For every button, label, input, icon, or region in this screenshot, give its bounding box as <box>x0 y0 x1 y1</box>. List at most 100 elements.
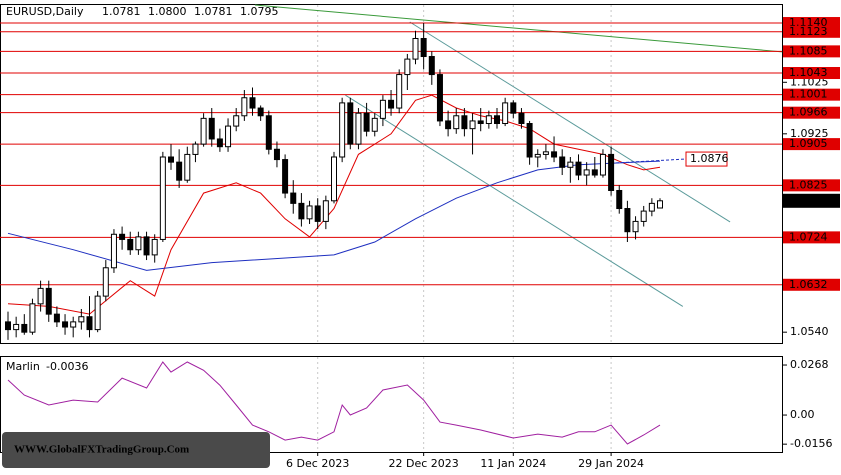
candle-body <box>347 102 354 145</box>
candle-body <box>168 156 174 163</box>
main-panel <box>0 4 783 344</box>
candle-body <box>461 115 468 130</box>
candle-body <box>110 233 117 269</box>
candle-body <box>404 58 411 76</box>
candle-body <box>94 295 101 331</box>
candle-body <box>412 37 419 60</box>
candle-body <box>599 153 606 176</box>
level-box <box>783 278 840 291</box>
candle-body <box>477 120 484 125</box>
level-label: 1.1043 <box>789 66 828 79</box>
level-box <box>783 25 840 38</box>
candle-body <box>143 236 150 256</box>
candle-body <box>640 210 647 222</box>
level-label: 1.0632 <box>789 278 828 291</box>
candle-body <box>13 323 20 331</box>
candle-body <box>135 236 142 251</box>
candle-body <box>542 151 549 155</box>
candle-body <box>241 97 248 117</box>
level-box <box>783 179 840 192</box>
current-price-box <box>783 193 840 208</box>
level-label: 1.1001 <box>789 88 828 101</box>
symbol: EURUSD,Daily <box>6 5 84 18</box>
candle-body <box>339 102 346 158</box>
candle-body <box>29 303 36 333</box>
x-tick-label: 6 Dec 2023 <box>286 457 349 470</box>
candle-body <box>388 99 395 109</box>
candle-body <box>485 115 492 125</box>
candle-body <box>78 316 85 323</box>
candle-body <box>151 238 158 256</box>
candle-body <box>53 313 60 323</box>
candle-body <box>314 205 321 222</box>
candle-body <box>119 233 126 240</box>
trend-line <box>409 21 731 223</box>
candle-body <box>355 112 362 145</box>
indicator-line <box>7 361 661 445</box>
indicator-tick-label: 0.00 <box>790 408 815 421</box>
level-box <box>783 231 840 244</box>
candle-body <box>127 238 134 251</box>
candle-body <box>534 153 541 158</box>
header-price: 1.0781 <box>194 5 233 18</box>
candle-body <box>257 107 264 117</box>
candle-body <box>624 208 631 233</box>
candle-body <box>159 156 166 240</box>
candle-body <box>176 161 183 181</box>
moving-average <box>7 94 661 315</box>
candle-body <box>494 115 500 125</box>
indicator-last: -0.0036 <box>46 360 88 373</box>
indicator-tick-label: -0.0156 <box>790 437 832 450</box>
candle-body <box>37 287 44 305</box>
y-tick-label: 1.0925 <box>790 127 829 140</box>
indicator-tick-label: 0.0268 <box>790 358 829 371</box>
header-price: 1.0800 <box>148 5 187 18</box>
candle-body <box>428 56 435 76</box>
candle-body <box>216 138 223 148</box>
candle-body <box>591 169 598 176</box>
candle-body <box>233 115 240 127</box>
candle-body <box>200 117 207 145</box>
candle-body <box>102 267 109 297</box>
level-box <box>783 106 840 119</box>
x-tick-label: 11 Jan 2024 <box>480 457 546 470</box>
candle-body <box>469 120 476 130</box>
candle-body <box>616 189 623 210</box>
candle-body <box>322 200 329 222</box>
x-tick-label: 29 Jan 2024 <box>578 457 644 470</box>
indicator-panel <box>0 356 783 453</box>
candle-body <box>282 159 289 194</box>
level-box <box>783 45 840 58</box>
candle-body <box>526 123 533 158</box>
candle-body <box>510 102 517 114</box>
indicator-name: Marlin <box>6 360 40 373</box>
candle-body <box>184 153 191 181</box>
level-box <box>783 88 840 101</box>
candle-body <box>396 74 403 109</box>
candle-body <box>371 117 378 132</box>
level-label: 1.0825 <box>789 178 828 191</box>
header-price: 1.0781 <box>102 5 141 18</box>
level-label: 1.1123 <box>789 25 828 38</box>
trend-line <box>254 4 783 53</box>
header-price: 1.0795 <box>240 5 279 18</box>
candle-body <box>551 151 558 158</box>
level-label: 1.1085 <box>789 44 828 57</box>
y-tick-label: 1.0540 <box>790 325 829 338</box>
level-label: 1.0966 <box>789 106 828 119</box>
candle-body <box>331 156 337 202</box>
level-label: 1.1140 <box>789 16 828 29</box>
candle-body <box>583 169 590 176</box>
candle-body <box>559 156 566 168</box>
candle-body <box>608 153 615 191</box>
candle-body <box>249 97 256 109</box>
candle-body <box>86 316 93 331</box>
candle-body <box>567 161 574 168</box>
candle-body <box>657 200 663 209</box>
candle-body <box>445 120 452 130</box>
candle-body <box>5 321 11 331</box>
candle-body <box>632 220 639 233</box>
candle-body <box>648 202 655 212</box>
candle-body <box>225 125 232 148</box>
